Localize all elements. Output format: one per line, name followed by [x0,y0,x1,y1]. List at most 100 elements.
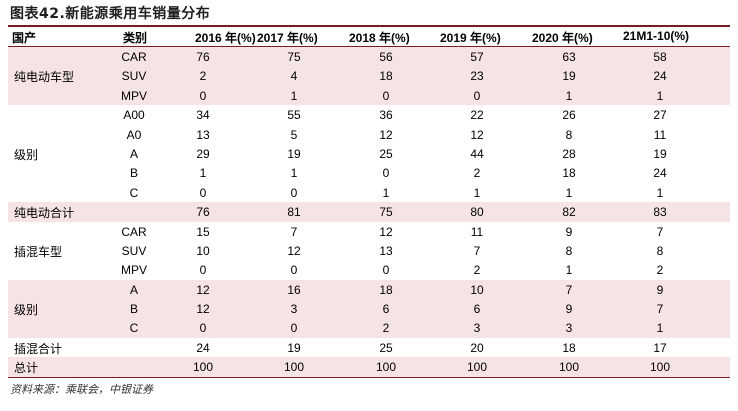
header-2019: 2019 年(%) [440,31,501,45]
category-cell: SUV [121,243,147,258]
value-cell: 2 [656,263,664,278]
group-label: 纯电动车型 [14,70,75,85]
category-cell: CAR [121,224,147,239]
value-cell: 75 [287,50,301,64]
value-cell: 26 [562,108,576,123]
value-cell: 1 [565,263,573,278]
value-cell: 1 [473,185,481,200]
value-cell: 82 [562,205,576,220]
value-cell: 9 [565,302,573,317]
value-cell: 7 [565,282,573,297]
value-cell: 0 [290,263,298,278]
value-cell: 0 [382,166,390,181]
table-row: A 12 16 18 10 7 9 [8,279,730,300]
group-label: 级别 [14,302,39,317]
value-cell: 10 [196,243,210,258]
value-cell: 1 [656,321,664,336]
value-cell: 1 [656,185,664,200]
value-cell: 16 [287,282,301,297]
value-cell: 0 [382,88,390,103]
value-cell: 63 [562,50,576,64]
value-cell: 18 [562,340,576,355]
value-cell: 100 [375,360,397,375]
category-cell: SUV [121,69,147,84]
value-cell: 11 [470,224,484,239]
value-cell: 83 [653,205,667,220]
value-cell: 44 [470,146,484,161]
value-cell: 11 [653,127,667,142]
table-row: B 1 1 0 2 18 24 [8,163,730,182]
table-body: CAR 76 75 56 57 63 58 SUV 2 4 18 23 19 24 MPV 0 1 0 0 1 1 A00… [8,47,730,377]
value-cell: 0 [290,321,298,336]
value-cell: 1 [199,166,207,181]
value-cell: 0 [199,88,207,103]
value-cell: 76 [196,205,210,220]
table-row: A00 34 55 36 22 26 27 [8,105,730,124]
value-cell: 8 [656,243,664,258]
value-cell: 18 [379,69,393,84]
category-cell: B [129,166,139,181]
value-cell: 76 [196,50,210,64]
value-cell: 2 [382,321,390,336]
value-cell: 0 [199,185,207,200]
value-cell: 100 [649,360,671,375]
category-cell: MPV [120,263,148,278]
header-2016: 2016 年(%) [195,31,256,45]
category-cell: CAR [121,50,147,64]
value-cell: 55 [287,108,301,123]
group-label: 总计 [14,361,39,376]
top-rule [8,25,730,27]
value-cell: 17 [653,340,667,355]
value-cell: 0 [199,321,207,336]
value-cell: 1 [656,88,664,103]
value-cell: 24 [653,69,667,84]
value-cell: 36 [379,108,393,123]
value-cell: 2 [473,263,481,278]
category-cell: C [129,321,139,336]
value-cell: 25 [379,146,393,161]
value-cell: 100 [192,360,214,375]
value-cell: 3 [565,321,573,336]
value-cell: 28 [562,146,576,161]
value-cell: 13 [196,127,210,142]
table-row: A0 13 5 12 12 8 11 [8,125,730,144]
header-origin: 国产 [12,31,37,45]
table-header: 国产 类别 2016 年(%) 2017 年(%) 2018 年(%) 2019… [8,27,730,46]
value-cell: 3 [473,321,481,336]
value-cell: 29 [196,146,210,161]
bottom-rule [8,377,730,378]
value-cell: 1 [565,185,573,200]
table-row: SUV 10 12 13 7 8 8 [8,241,730,260]
header-2018: 2018 年(%) [349,31,410,45]
value-cell: 5 [290,127,298,142]
category-cell: A0 [126,127,142,142]
value-cell: 2 [473,166,481,181]
value-cell: 12 [287,243,301,258]
category-cell: MPV [120,88,148,103]
value-cell: 12 [379,224,393,239]
value-cell: 0 [382,263,390,278]
value-cell: 27 [653,108,667,123]
category-cell: A [129,146,139,161]
value-cell: 100 [558,360,580,375]
value-cell: 7 [290,224,298,239]
table-row: CAR 15 7 12 11 9 7 [8,222,730,241]
table-row: C 0 0 2 3 3 1 [8,318,730,338]
value-cell: 3 [290,302,298,317]
category-cell: C [129,185,139,200]
value-cell: 80 [470,205,484,220]
value-cell: 12 [196,302,210,317]
value-cell: 7 [656,224,664,239]
value-cell: 6 [382,302,390,317]
value-cell: 56 [379,50,393,64]
value-cell: 0 [290,185,298,200]
value-cell: 7 [656,302,664,317]
value-cell: 1 [290,166,298,181]
value-cell: 8 [565,127,573,142]
category-cell: A [129,282,139,297]
value-cell: 81 [287,205,301,220]
value-cell: 1 [382,185,390,200]
value-cell: 9 [565,224,573,239]
category-cell: B [129,302,139,317]
category-cell: A00 [123,108,145,123]
